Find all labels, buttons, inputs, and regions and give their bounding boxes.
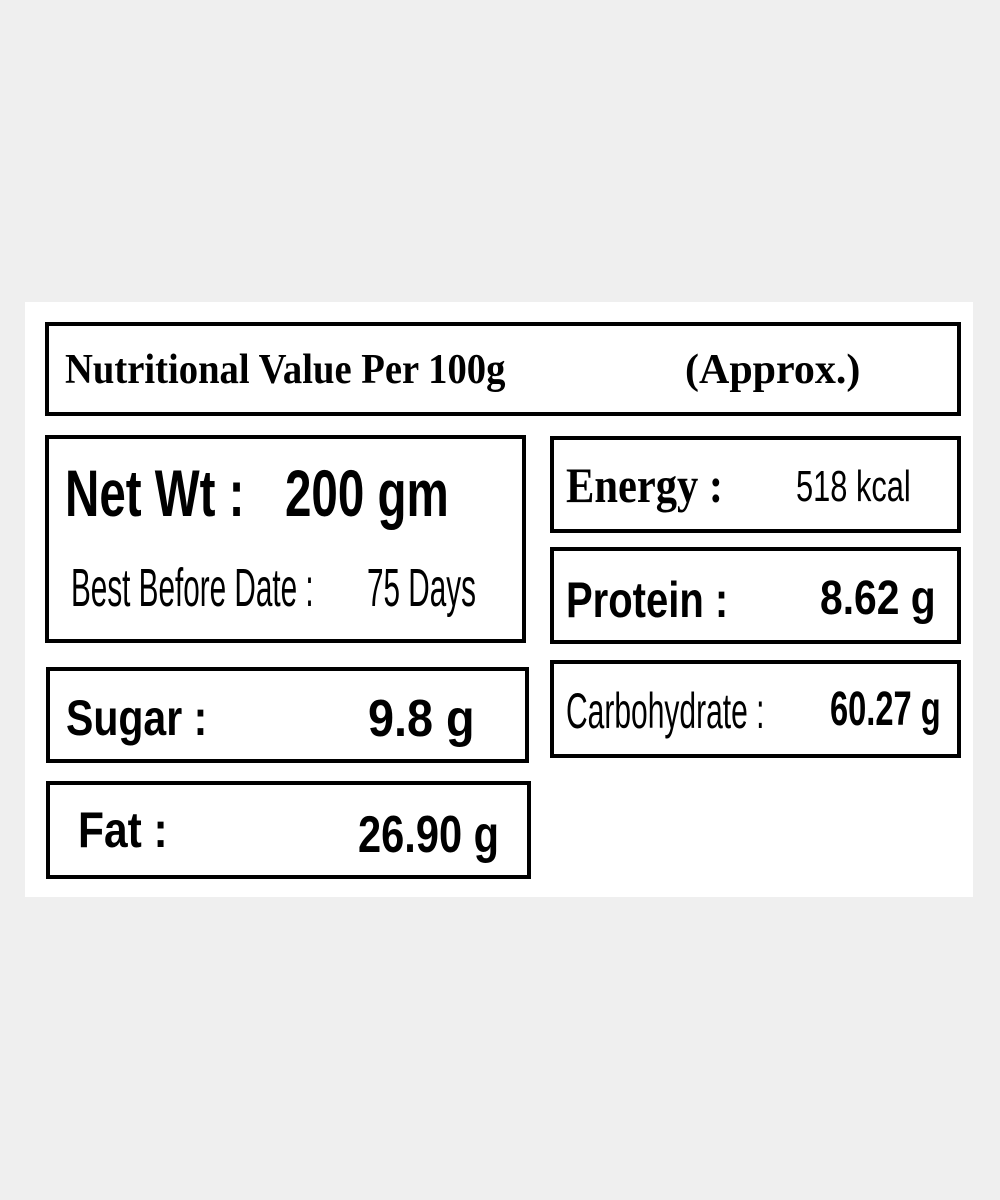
best-before-label: Best Before Date : [71,558,314,618]
item-label: Fat : [78,802,168,858]
item-value: 9.8 g [368,690,475,748]
title-note: (Approx.) [685,347,861,393]
protein-box: Protein : 8.62 g [550,547,961,644]
net-box: Net Wt : 200 gm Best Before Date : 75 Da… [45,435,526,643]
net-weight-label: Net Wt : [65,456,245,530]
item-value: 518 kcal [796,462,911,511]
item-label: Carbohydrate : [566,683,765,739]
item-label: Sugar : [66,690,208,746]
item-value: 26.90 g [358,806,500,864]
best-before-value: 75 Days [367,558,476,618]
sugar-box: Sugar : 9.8 g [46,667,529,763]
item-value: 8.62 g [820,572,936,625]
fat-box: Fat : 26.90 g [46,781,531,879]
carbohydrate-box: Carbohydrate : 60.27 g [550,660,961,758]
item-label: Energy : [566,457,723,513]
title-box: Nutritional Value Per 100g (Approx.) [45,322,961,416]
energy-box: Energy : 518 kcal [550,436,961,533]
item-label: Protein : [566,572,729,628]
title: Nutritional Value Per 100g [65,347,506,393]
item-value: 60.27 g [830,683,941,736]
net-weight-value: 200 gm [285,456,449,530]
